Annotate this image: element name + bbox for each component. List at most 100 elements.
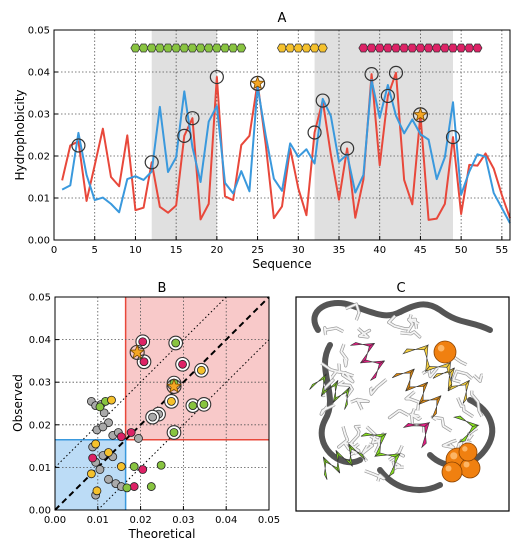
highlight-circle [364, 66, 379, 82]
atom-sphere [441, 461, 463, 483]
atom-sphere [433, 340, 457, 364]
x-tick-label: 25 [251, 245, 264, 256]
scatter-point [95, 465, 105, 474]
highlighted-point [196, 365, 206, 375]
hexagon-marker [203, 43, 214, 53]
helix-green [344, 386, 350, 410]
x-tick-label: 5 [92, 245, 98, 256]
scatter-point [99, 408, 109, 418]
highlight-circle [380, 88, 395, 104]
upper-bound-line [54, 296, 227, 468]
panel-b: B 0.00 0.01 0.02 0.03 0.04 0.05 0.000.010.020… [11, 281, 280, 541]
hexagon-marker [464, 43, 475, 53]
scatter-point [86, 469, 96, 479]
side-chain-stick [387, 315, 410, 330]
scatter-point [95, 402, 105, 412]
hexagon-marker [309, 43, 320, 53]
hexagon-marker [138, 43, 149, 53]
highlight-circle [445, 130, 461, 145]
atom-sphere [458, 442, 478, 462]
highlighted-point [139, 357, 149, 367]
hexagon-marker [179, 43, 190, 53]
highlight-circle [388, 65, 404, 80]
scatter-point [126, 428, 136, 437]
side-chain-stick [345, 303, 360, 321]
side-chain-stick [442, 439, 457, 449]
hexagon-marker [472, 43, 483, 53]
x-tick-label: 0 [51, 245, 57, 256]
side-chain-stick [362, 443, 374, 454]
star-marker [166, 378, 182, 394]
atom-sphere-highlight [445, 465, 452, 472]
y-tick-label: 0.04 [28, 68, 50, 79]
side-chain-stick [349, 425, 361, 445]
side-chain-stick [357, 327, 371, 338]
highlighted-point [167, 396, 176, 406]
x-tick-label: 0.01 [87, 515, 109, 526]
side-chain-stick [431, 416, 452, 432]
hexagon-marker [195, 43, 206, 53]
panel-c: C [295, 281, 510, 512]
y-tick-label: 0.05 [28, 26, 50, 37]
panel-b-x-ticks: 0.00 0.01 0.02 0.03 0.04 0.05 [44, 506, 280, 526]
y-tick-label: 0.01 [29, 463, 51, 474]
panel-c-title: C [396, 281, 405, 296]
scatter-point [138, 465, 148, 474]
atom-sphere-highlight [462, 446, 468, 452]
star-marker [250, 75, 265, 90]
hexagon-marker [293, 43, 304, 53]
highlight-circle [209, 69, 224, 85]
panel-a-title: A [278, 11, 287, 26]
helix-magenta [421, 421, 430, 449]
y-tick-label: 0.00 [29, 506, 51, 517]
panel-a-grid [54, 30, 510, 240]
hexagon-marker [431, 43, 442, 53]
highlight-circle [144, 155, 159, 170]
atom-sphere-highlight [450, 452, 458, 460]
helix-green [458, 424, 480, 443]
panel-a-x-label: Sequence [252, 257, 311, 271]
side-chain-stick [330, 370, 354, 379]
scatter-point [116, 462, 126, 471]
x-tick-label: 0.03 [172, 515, 194, 526]
y-tick-label: 0.00 [28, 236, 50, 247]
x-tick-label: 55 [495, 245, 508, 256]
panel-a-shaded-regions [151, 30, 453, 240]
scatter-point [107, 395, 116, 405]
panel-a: A 0 5 10 15 20 25 30 35 40 45 50 55 0.000.010.020.0… [13, 11, 511, 271]
lower-bound-line [97, 339, 270, 511]
hexagon-marker [382, 43, 393, 53]
side-chain-stick [452, 370, 473, 383]
hexagon-marker [285, 43, 296, 53]
scatter-point [122, 483, 132, 493]
scatter-point [104, 474, 113, 484]
highlighted-point [169, 428, 179, 437]
highlight-circle [307, 125, 322, 140]
hexagon-marker [187, 43, 198, 53]
protein-structure-image [309, 300, 496, 493]
hexagon-marker [399, 43, 410, 53]
highlight-circle [71, 138, 86, 153]
helix-green [348, 443, 366, 460]
hexagon-marker [407, 43, 418, 53]
side-chain-stick [473, 374, 483, 383]
panel-a-y-ticks: 0.00 0.01 0.02 0.03 0.04 0.05 [28, 26, 58, 247]
star-marker [129, 344, 145, 359]
y-tick-label: 0.03 [28, 110, 50, 121]
helix-magenta [370, 360, 385, 381]
highlight-circle [340, 141, 355, 156]
hexagon-marker [228, 43, 239, 53]
highlighted-point [171, 338, 181, 348]
panel-b-star-markers [129, 344, 182, 395]
side-chain-stick [369, 378, 387, 395]
scatter-point [156, 460, 166, 470]
y-tick-label: 0.01 [28, 194, 50, 205]
panel-a-hexagon-bars [130, 43, 483, 53]
panel-a-frame [53, 29, 511, 241]
panel-a-x-ticks: 0 5 10 15 20 25 30 35 40 45 50 55 [51, 236, 508, 256]
side-chain-stick [337, 426, 349, 448]
hexagon-marker [130, 43, 141, 53]
hexagon-marker [219, 43, 231, 53]
coil-segment [377, 467, 443, 493]
side-chain-stick [366, 426, 381, 444]
